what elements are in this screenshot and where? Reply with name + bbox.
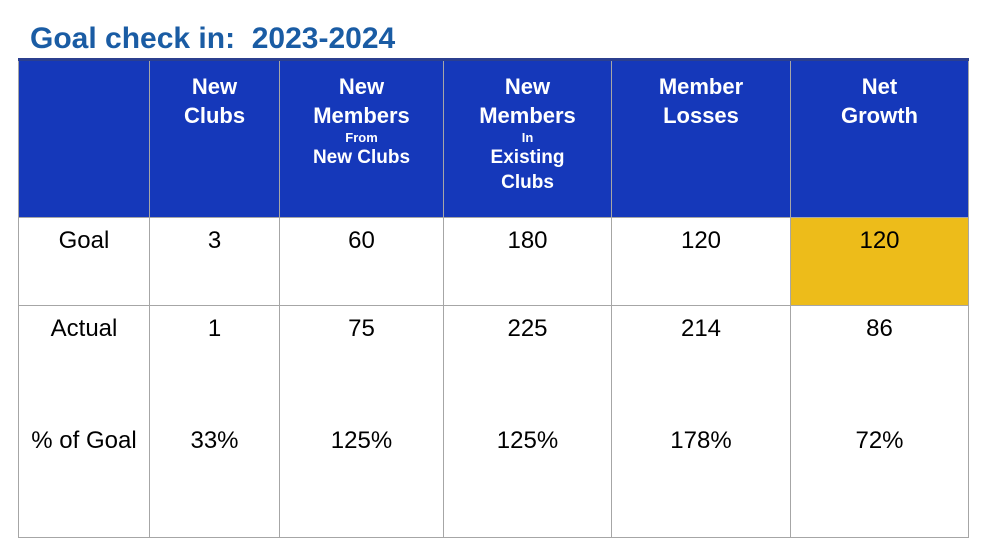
pct-of-goal-row: % of Goal 33% 125% 125% 178% 72%	[18, 415, 969, 538]
actual-member-losses-cell: 214	[611, 305, 791, 415]
actual-new-members-new-clubs-cell: 75	[279, 305, 444, 415]
header-label-line: New	[338, 74, 385, 99]
header-label-line: New	[191, 74, 238, 99]
actual-new-clubs-cell: 1	[149, 305, 280, 415]
header-label-line: Members	[313, 102, 410, 128]
header-cell-member-losses: Member Losses	[611, 58, 791, 218]
actual-new-members-existing-clubs-cell: 225	[443, 305, 612, 415]
header-label-sub: Existing	[490, 147, 565, 169]
page-title: Goal check in: 2023-2024	[30, 22, 396, 56]
header-cell-blank	[18, 58, 150, 218]
pct-new-members-existing-clubs-cell: 125%	[443, 415, 612, 538]
header-label-line: New	[504, 74, 551, 99]
goal-new-members-new-clubs-cell: 60	[279, 217, 444, 306]
goal-new-clubs-cell: 3	[149, 217, 280, 306]
goal-member-losses-cell: 120	[611, 217, 791, 306]
header-label-line: Clubs	[183, 102, 246, 128]
header-cell-net-growth: Net Growth	[790, 58, 969, 218]
pct-member-losses-cell: 178%	[611, 415, 791, 538]
goal-row-label: Goal	[18, 217, 150, 306]
pct-row-label: % of Goal	[18, 415, 150, 538]
pct-net-growth-cell: 72%	[790, 415, 969, 538]
header-label-line: Member	[658, 74, 744, 99]
goal-net-growth-highlight-cell: 120	[790, 217, 969, 306]
actual-row-label: Actual	[18, 305, 150, 415]
header-row: New Clubs New Members From New Clubs New…	[18, 58, 969, 218]
header-cell-new-clubs: New Clubs	[149, 58, 280, 218]
goals-table: New Clubs New Members From New Clubs New…	[18, 58, 969, 538]
header-label-small: In	[521, 130, 534, 146]
header-label-small: From	[345, 130, 378, 146]
goal-new-members-existing-clubs-cell: 180	[443, 217, 612, 306]
header-label-sub: Clubs	[501, 172, 554, 194]
actual-row: Actual 1 75 225 214 86	[18, 305, 969, 415]
header-label-sub: New Clubs	[312, 147, 411, 169]
pct-new-members-new-clubs-cell: 125%	[279, 415, 444, 538]
header-cell-new-members-existing-clubs: New Members In Existing Clubs	[443, 58, 612, 218]
actual-net-growth-cell: 86	[790, 305, 969, 415]
pct-new-clubs-cell: 33%	[149, 415, 280, 538]
header-label-line: Net	[861, 74, 898, 99]
header-label-line: Growth	[841, 102, 918, 128]
header-label-line: Losses	[663, 102, 739, 128]
header-cell-new-members-new-clubs: New Members From New Clubs	[279, 58, 444, 218]
header-label-line: Members	[479, 102, 576, 128]
goal-row: Goal 3 60 180 120 120	[18, 217, 969, 306]
